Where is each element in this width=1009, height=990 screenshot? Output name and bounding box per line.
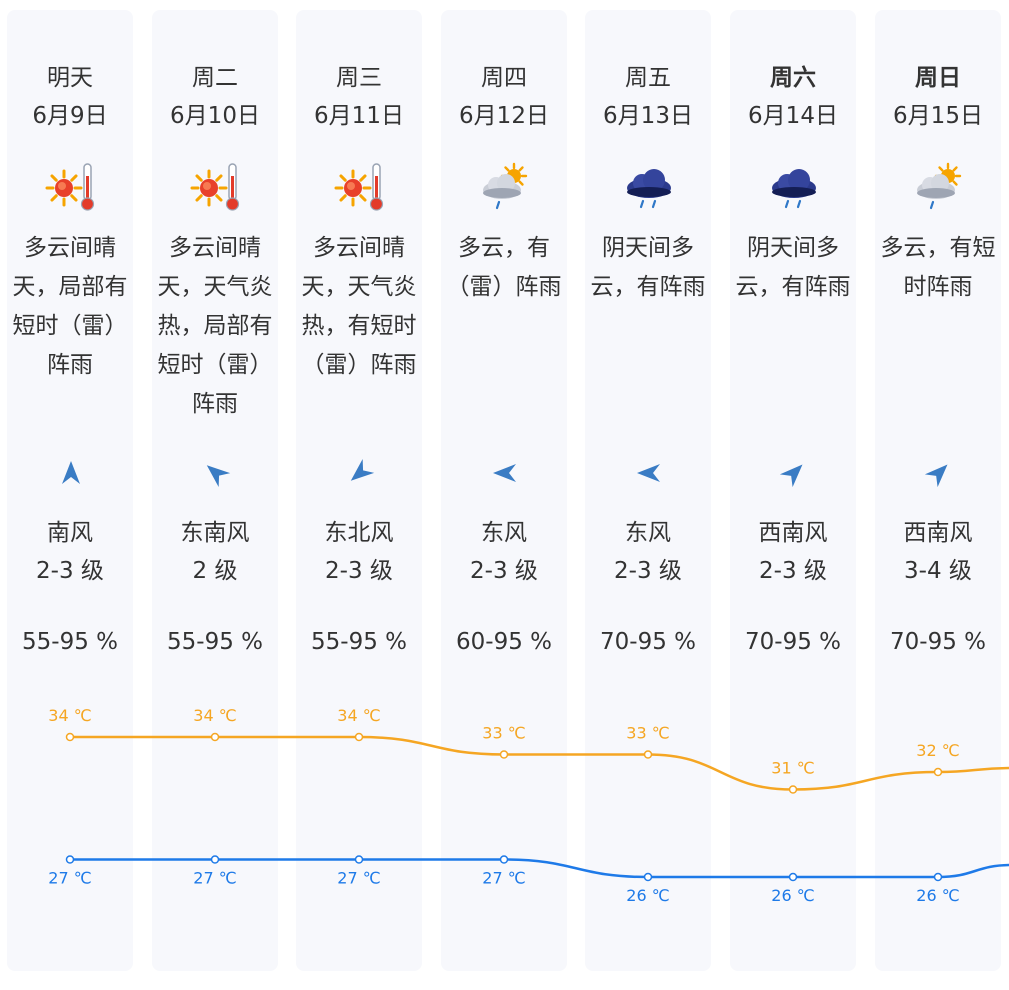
partly-cloudy-rain-icon	[478, 160, 532, 214]
wind-level: 2-3 级	[470, 558, 538, 584]
day-card: 周四 6月12日 多云，有 （雷）阵雨 东风 2-3 级 60-95 %	[441, 10, 567, 971]
wind-level: 2-3 级	[325, 558, 393, 584]
day-name: 周三	[336, 65, 382, 91]
day-date: 6月13日	[603, 103, 693, 129]
day-name: 周日	[915, 65, 961, 91]
day-name: 明天	[47, 65, 93, 91]
day-card: 周五 6月13日 阴天间多云，有阵雨 东风 2-3 级 70-95 %	[585, 10, 711, 971]
day-date: 6月12日	[459, 103, 549, 129]
humidity: 55-95 %	[22, 629, 118, 655]
weather-description: 多云间晴天，局部有短时（雷） 阵雨	[7, 229, 133, 385]
weather-description-line: 时阵雨	[903, 274, 973, 300]
humidity: 55-95 %	[167, 629, 263, 655]
weather-description-line: 阴天间多	[602, 235, 694, 261]
cloudy-rain-icon	[622, 160, 676, 214]
wind-direction-icon	[490, 458, 520, 488]
wind-level: 2-3 级	[614, 558, 682, 584]
wind-level: 2-3 级	[759, 558, 827, 584]
humidity: 60-95 %	[456, 629, 552, 655]
weather-description-line: 多云间晴	[313, 235, 405, 261]
sunny-hot-icon	[189, 160, 243, 214]
day-card: 周日 6月15日 多云，有短时阵雨 西南风 3-4 级 70-95 %	[875, 10, 1001, 971]
day-date: 6月15日	[893, 103, 983, 129]
weather-description-line: （雷）阵雨	[301, 352, 417, 378]
humidity: 70-95 %	[745, 629, 841, 655]
weather-description-line: 多云间晴	[169, 235, 261, 261]
weather-description-line: 天，天气炎	[301, 274, 417, 300]
humidity: 70-95 %	[600, 629, 696, 655]
wind-direction: 东风	[625, 520, 671, 546]
weather-description-line: 云，有阵雨	[735, 274, 851, 300]
day-date: 6月9日	[32, 103, 108, 129]
wind-direction-icon	[201, 458, 231, 488]
wind-direction: 南风	[47, 520, 93, 546]
weather-description: 多云间晴天，天气炎热，局部有短时（雷） 阵雨	[152, 229, 278, 424]
wind-direction-icon	[56, 458, 86, 488]
weather-description-line: 多云，有短	[880, 235, 996, 261]
weather-description-line: 阵雨	[192, 391, 238, 417]
wind-direction-icon	[779, 458, 809, 488]
wind-level: 3-4 级	[904, 558, 972, 584]
wind-direction-icon	[634, 458, 664, 488]
weather-description-line: 多云，有	[458, 235, 550, 261]
weather-description-line: 天，局部有	[12, 274, 128, 300]
wind-direction: 东南风	[180, 520, 250, 546]
day-name: 周二	[192, 65, 238, 91]
day-name: 周五	[625, 65, 671, 91]
weather-description-line: 短时（雷）	[157, 352, 273, 378]
day-card: 明天 6月9日 多云间晴天，局部有短时（雷） 阵雨 南风 2-3 级 55-95 %	[7, 10, 133, 971]
weather-description: 多云，有 （雷）阵雨	[441, 229, 567, 307]
wind-level: 2-3 级	[36, 558, 104, 584]
weather-description-line: 阴天间多	[747, 235, 839, 261]
cloudy-rain-icon	[767, 160, 821, 214]
weather-description-line: 热，有短时	[301, 313, 417, 339]
weather-description-line: 热，局部有	[157, 313, 273, 339]
wind-direction: 西南风	[758, 520, 828, 546]
wind-direction-icon	[924, 458, 954, 488]
wind-direction-icon	[345, 458, 375, 488]
weather-description: 阴天间多云，有阵雨	[585, 229, 711, 307]
weather-description: 多云间晴天，天气炎热，有短时 （雷）阵雨	[296, 229, 422, 385]
weather-description-line: 短时（雷）	[12, 313, 128, 339]
weather-description: 阴天间多云，有阵雨	[730, 229, 856, 307]
weather-description: 多云，有短时阵雨	[875, 229, 1001, 307]
day-card: 周三 6月11日 多云间晴天，天气炎热，有短时 （雷）阵雨 东北风 2-3 级 55-9…	[296, 10, 422, 971]
day-date: 6月14日	[748, 103, 838, 129]
humidity: 55-95 %	[311, 629, 407, 655]
wind-level: 2 级	[192, 558, 238, 584]
sunny-hot-icon	[333, 160, 387, 214]
day-card: 周六 6月14日 阴天间多云，有阵雨 西南风 2-3 级 70-95 %	[730, 10, 856, 971]
sunny-hot-icon	[44, 160, 98, 214]
day-name: 周六	[770, 65, 816, 91]
weather-description-line: 多云间晴	[24, 235, 116, 261]
day-card: 周二 6月10日 多云间晴天，天气炎热，局部有短时（雷） 阵雨 东南风 2 级 55-9…	[152, 10, 278, 971]
partly-cloudy-rain-icon	[912, 160, 966, 214]
weather-description-line: 阵雨	[47, 352, 93, 378]
day-name: 周四	[481, 65, 527, 91]
weather-description-line: （雷）阵雨	[446, 274, 562, 300]
wind-direction: 东风	[481, 520, 527, 546]
weather-description-line: 云，有阵雨	[590, 274, 706, 300]
wind-direction: 东北风	[324, 520, 394, 546]
day-date: 6月10日	[170, 103, 260, 129]
humidity: 70-95 %	[890, 629, 986, 655]
weather-description-line: 天，天气炎	[157, 274, 273, 300]
day-date: 6月11日	[314, 103, 404, 129]
wind-direction: 西南风	[903, 520, 973, 546]
